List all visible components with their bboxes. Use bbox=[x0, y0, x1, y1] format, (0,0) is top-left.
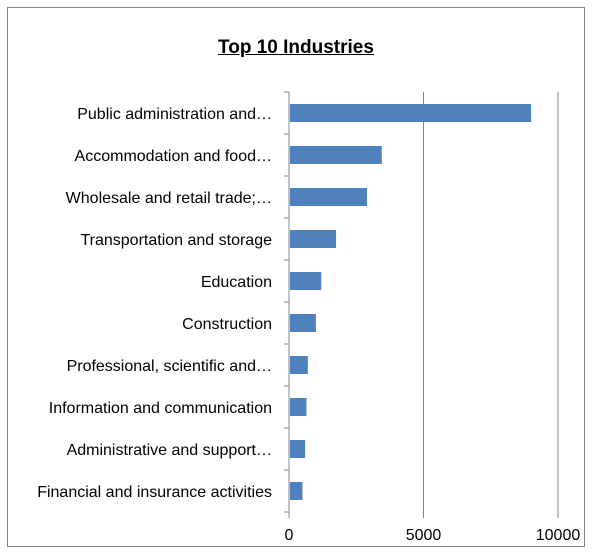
category-label: Wholesale and retail trade;… bbox=[66, 190, 272, 207]
x-tick-label: 0 bbox=[285, 527, 294, 544]
bar bbox=[290, 104, 532, 122]
chart-title: Top 10 Industries bbox=[218, 37, 374, 58]
bar bbox=[290, 398, 307, 416]
category-label: Public administration and… bbox=[77, 106, 272, 123]
bar bbox=[290, 230, 337, 248]
bar bbox=[290, 272, 322, 290]
x-tick-label: 10000 bbox=[536, 527, 581, 544]
bar bbox=[290, 146, 382, 164]
category-label: Education bbox=[201, 274, 272, 291]
category-label: Accommodation and food… bbox=[75, 148, 272, 165]
category-label: Information and communication bbox=[49, 400, 272, 417]
bar bbox=[290, 188, 368, 206]
category-label: Construction bbox=[182, 316, 272, 333]
bar bbox=[290, 314, 316, 332]
category-label: Administrative and support… bbox=[67, 442, 272, 459]
bar bbox=[290, 440, 306, 458]
bar bbox=[290, 356, 308, 374]
bar bbox=[290, 482, 303, 500]
category-label: Financial and insurance activities bbox=[37, 484, 272, 501]
category-label: Professional, scientific and… bbox=[67, 358, 272, 375]
x-tick-label: 5000 bbox=[406, 527, 442, 544]
category-label: Transportation and storage bbox=[80, 232, 272, 249]
